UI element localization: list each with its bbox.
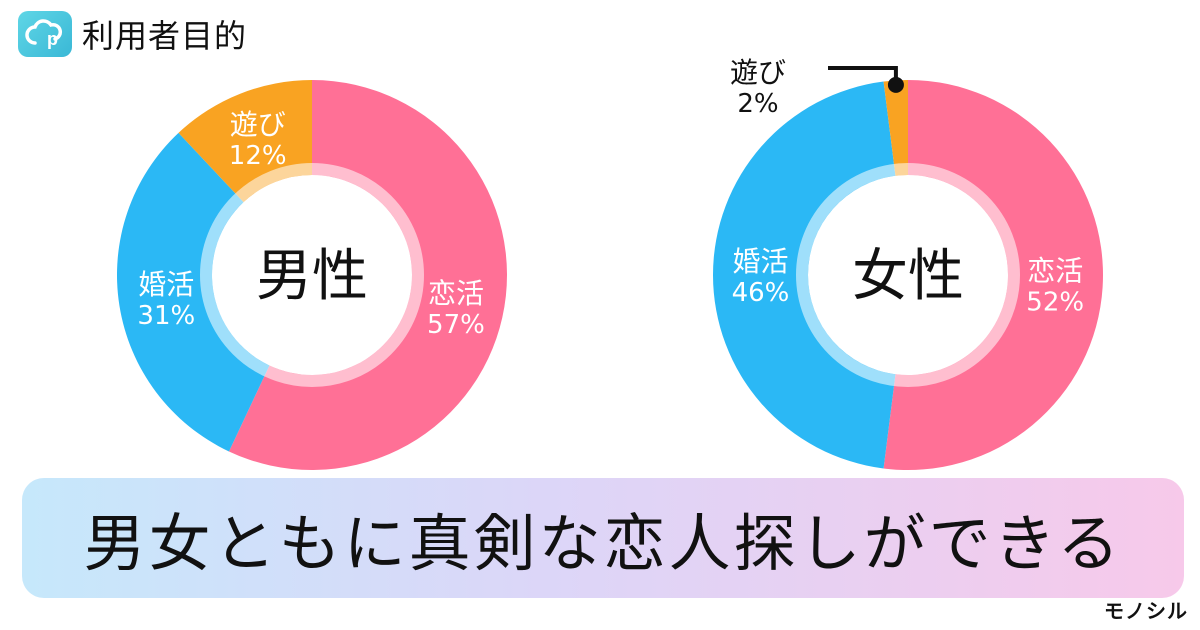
leader-line [828, 66, 898, 81]
app-logo-icon: p [18, 11, 72, 57]
donut-slice [228, 80, 508, 470]
donut-center-title: 女性 [852, 244, 964, 309]
brand-logo: モノシル [1104, 599, 1188, 623]
donut-slice [883, 80, 908, 176]
donut-hole [809, 176, 1007, 374]
slice-label: 婚活 [138, 268, 194, 301]
page-title: 利用者目的 [82, 17, 248, 55]
slice-value: 12% [229, 141, 287, 171]
header: p 利用者目的 [18, 10, 247, 58]
donut-center-title: 男性 [256, 244, 368, 309]
slice-value: 2% [737, 89, 778, 119]
banner-text: 男女ともに真剣な恋人探しができる [83, 507, 1123, 580]
donut-chart: 男性恋活57% 婚活31% 遊び12% [117, 79, 508, 470]
slice-label: 遊び [730, 56, 786, 89]
slice-value: 46% [732, 278, 790, 308]
slice-label: 婚活 [732, 245, 788, 278]
inner-ring [200, 163, 424, 387]
svg-text:p: p [47, 29, 58, 49]
slice-value: 52% [1026, 287, 1084, 317]
conclusion-banner: 男女ともに真剣な恋人探しができる [22, 478, 1184, 598]
slice-value: 31% [137, 301, 195, 331]
slice-value: 57% [427, 310, 485, 340]
inner-ring [796, 163, 1020, 387]
leader-dot [887, 76, 904, 93]
donut-hole [213, 176, 411, 374]
slice-label: 恋活 [428, 277, 484, 310]
slice-label: 遊び [230, 108, 286, 141]
slice-label: 恋活 [1027, 254, 1083, 287]
